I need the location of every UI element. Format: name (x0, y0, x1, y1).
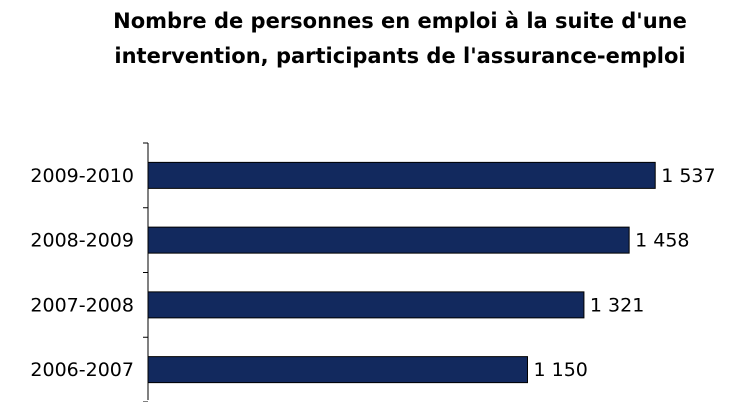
value-label: 1 150 (534, 359, 588, 381)
y-tick-label: 2009-2010 (30, 165, 134, 187)
y-tick-label: 2008-2009 (30, 230, 134, 252)
bar (147, 356, 528, 384)
value-label: 1 458 (635, 230, 689, 252)
value-label: 1 537 (661, 165, 715, 187)
bar (147, 291, 585, 319)
y-tick-label: 2006-2007 (30, 359, 134, 381)
value-label: 1 321 (590, 294, 644, 316)
bar (147, 161, 656, 189)
y-tick-label: 2007-2008 (30, 294, 134, 316)
chart-title: Nombre de personnes en emploi à la suite… (113, 9, 687, 68)
bar (147, 226, 630, 254)
